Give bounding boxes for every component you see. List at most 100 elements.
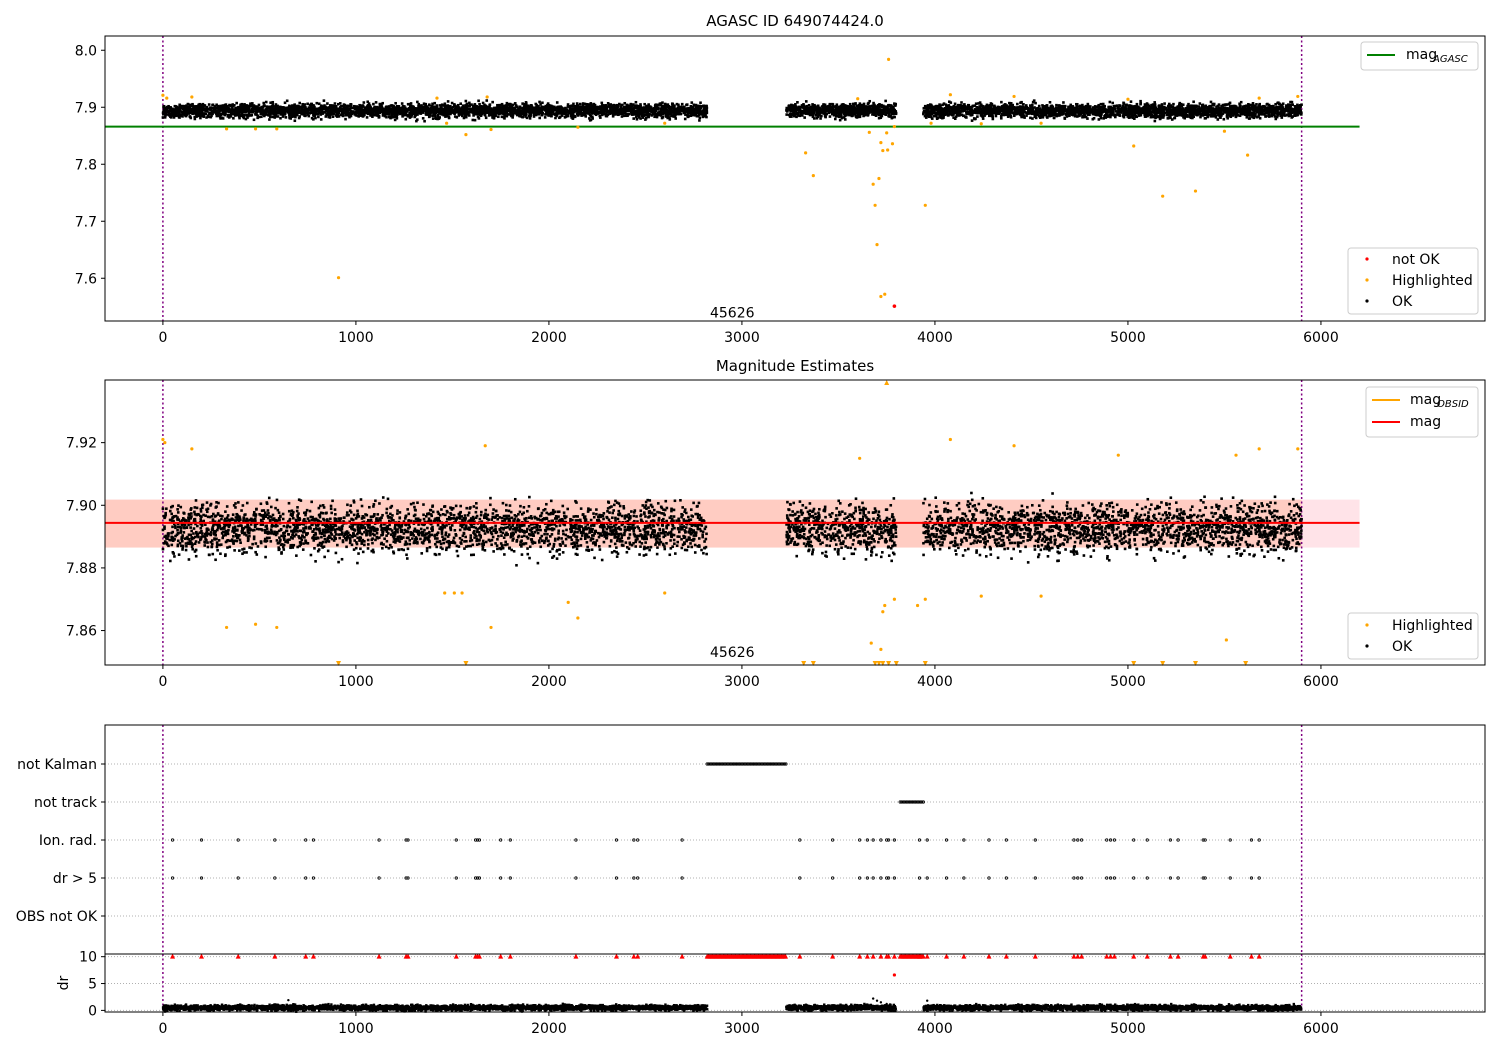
ok-point (583, 111, 586, 115)
ok-point (807, 111, 811, 115)
ok-point (431, 102, 434, 106)
ok-point (309, 107, 313, 111)
ok-point (312, 118, 315, 121)
ok-point (520, 110, 523, 114)
ok-point (231, 103, 234, 106)
ok-point (447, 107, 451, 111)
ok-point (285, 99, 289, 103)
ok-point (199, 116, 202, 120)
ok-point (254, 110, 257, 114)
ok-point (529, 105, 533, 109)
ok-point (339, 109, 343, 113)
ok-point (316, 107, 320, 111)
ok-point (481, 108, 485, 111)
ok-point (832, 113, 836, 117)
ok-point (703, 105, 706, 109)
ok-point (239, 114, 243, 118)
ok-point (232, 116, 235, 120)
ok-point (421, 106, 425, 110)
ok-point (453, 107, 457, 111)
ok-point (884, 105, 888, 108)
ok-point (215, 103, 218, 107)
ok-point (236, 110, 240, 114)
ok-point (545, 109, 548, 113)
ok-point (487, 114, 491, 117)
ok-point (435, 106, 439, 109)
ok-point (846, 108, 849, 111)
ok-point (686, 107, 690, 110)
ok-point (816, 115, 820, 118)
ok-point (435, 104, 439, 107)
ok-point (164, 112, 168, 116)
ok-point (295, 111, 298, 115)
ok-point (655, 115, 659, 119)
ok-point (280, 108, 283, 112)
ok-point (408, 116, 412, 119)
ok-point (279, 113, 283, 116)
ok-point (233, 113, 237, 117)
ok-point (695, 108, 699, 111)
ok-point (358, 108, 362, 112)
ok-point (585, 105, 588, 108)
ok-point (250, 104, 254, 108)
ok-point (647, 115, 650, 119)
ok-point (660, 111, 663, 115)
ok-point (493, 110, 497, 113)
ok-point (369, 111, 373, 115)
ok-point (787, 104, 791, 108)
ok-point (291, 105, 295, 109)
ok-point (518, 105, 522, 109)
ok-point (246, 108, 250, 111)
ok-point (627, 112, 631, 116)
ok-point (218, 106, 221, 109)
ok-point (549, 112, 552, 116)
ok-point (668, 110, 672, 114)
ok-point (185, 112, 188, 115)
ok-point (475, 112, 478, 116)
ok-point (879, 110, 882, 113)
ok-point (527, 109, 530, 113)
ok-point (413, 115, 417, 119)
ok-point (185, 110, 189, 114)
ok-point (221, 117, 225, 120)
ok-point (326, 102, 329, 105)
ok-point (168, 106, 172, 109)
ok-point (521, 115, 525, 119)
ok-point (268, 109, 271, 113)
ok-point (644, 110, 647, 114)
ok-point (673, 114, 677, 117)
ok-point (378, 102, 382, 106)
ok-point (244, 117, 248, 121)
ok-point (671, 104, 675, 107)
ok-point (200, 114, 204, 118)
ok-point (629, 103, 633, 107)
ok-point (424, 107, 428, 111)
ok-point (415, 118, 419, 121)
ok-point (510, 114, 514, 118)
ok-point (195, 104, 198, 108)
ok-point (815, 109, 818, 113)
ok-point (330, 111, 334, 115)
ok-point (248, 109, 251, 112)
ok-point (515, 111, 519, 115)
ok-point (334, 104, 338, 108)
ok-point (425, 105, 429, 108)
ok-point (306, 113, 309, 116)
ok-point (561, 111, 565, 114)
ok-point (528, 117, 532, 120)
ok-point (341, 114, 345, 118)
ok-point (358, 103, 361, 107)
ok-point (166, 110, 170, 113)
ok-point (503, 114, 506, 118)
ok-point (268, 105, 272, 109)
ok-point (833, 110, 836, 114)
ok-point (596, 111, 599, 114)
ok-point (345, 105, 349, 109)
ok-point (615, 106, 618, 109)
ok-point (615, 111, 618, 114)
ok-point (616, 105, 620, 109)
ok-point (476, 109, 479, 113)
ok-point (337, 109, 341, 113)
ok-point (467, 104, 470, 108)
ok-point (364, 108, 368, 112)
